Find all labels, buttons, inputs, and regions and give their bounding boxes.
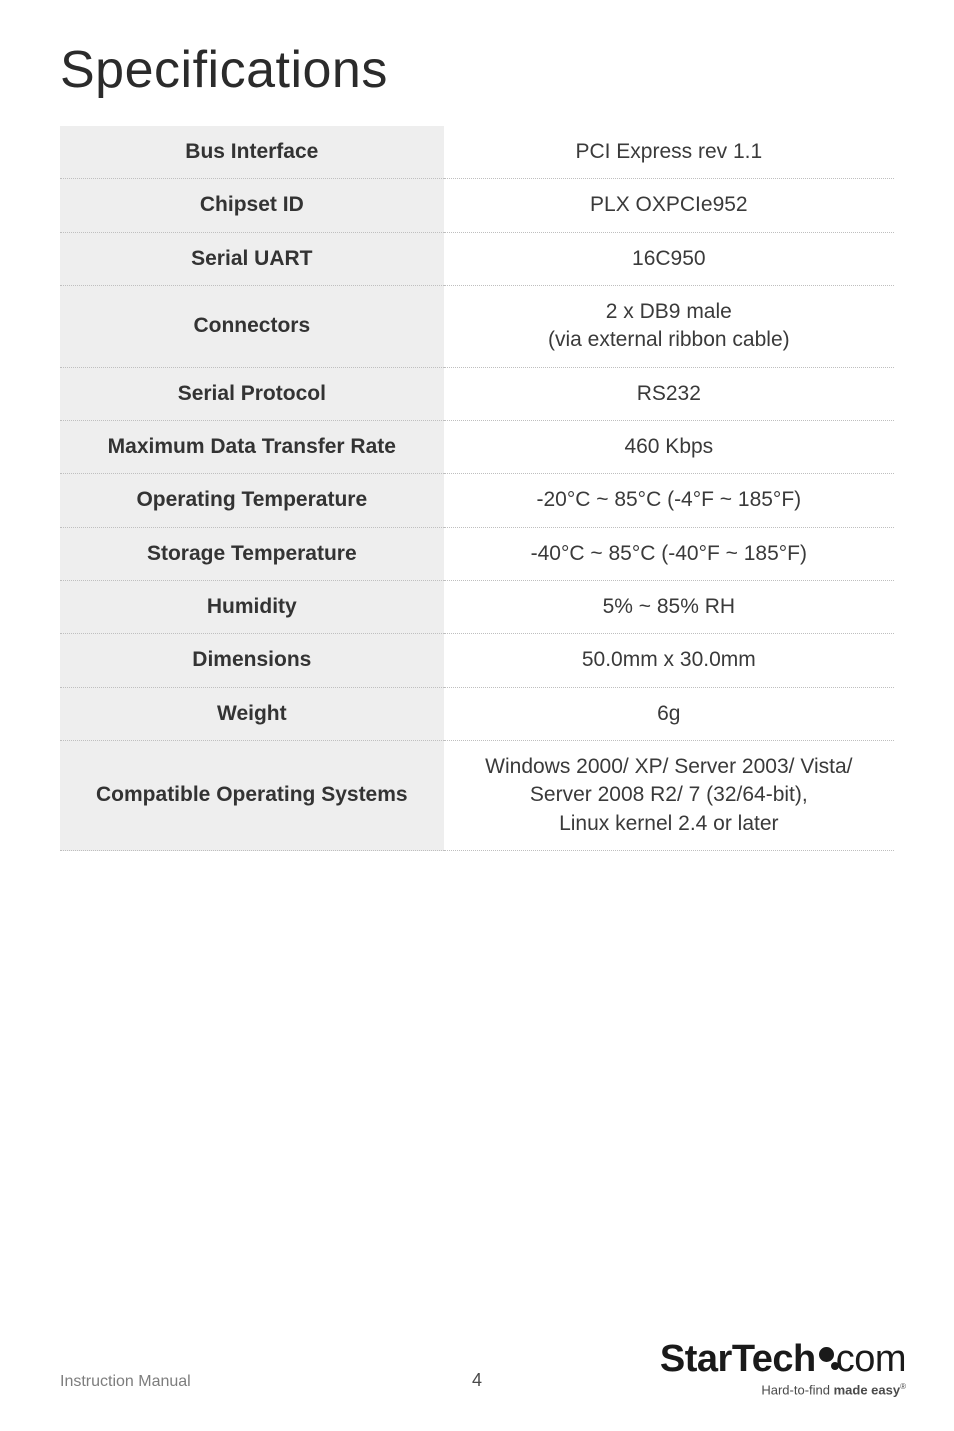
brand-logo: StarTech com Hard-to-find made easy® (660, 1340, 906, 1397)
spec-label: Chipset ID (60, 179, 444, 232)
table-row: Weight6g (60, 687, 894, 740)
spec-label: Operating Temperature (60, 474, 444, 527)
spec-label: Bus Interface (60, 126, 444, 179)
spec-label: Weight (60, 687, 444, 740)
spec-value: PLX OXPCIe952 (444, 179, 894, 232)
logo-suffix: com (836, 1338, 906, 1380)
tagline-prefix: Hard-to-find (761, 1382, 833, 1397)
spec-value: PCI Express rev 1.1 (444, 126, 894, 179)
table-row: Maximum Data Transfer Rate460 Kbps (60, 421, 894, 474)
spec-value: 460 Kbps (444, 421, 894, 474)
page-title: Specifications (60, 40, 894, 100)
tagline-reg: ® (900, 1382, 906, 1391)
spec-value: Windows 2000/ XP/ Server 2003/ Vista/Ser… (444, 741, 894, 851)
page: Specifications Bus InterfacePCI Express … (0, 0, 954, 1431)
spec-label: Humidity (60, 581, 444, 634)
spec-value: 16C950 (444, 232, 894, 285)
tagline-bold: made easy (834, 1382, 901, 1397)
table-row: Serial UART16C950 (60, 232, 894, 285)
logo-text: StarTech com (660, 1340, 906, 1378)
table-row: Connectors2 x DB9 male(via external ribb… (60, 286, 894, 368)
table-row: Humidity5% ~ 85% RH (60, 581, 894, 634)
logo-tagline: Hard-to-find made easy® (660, 1382, 906, 1397)
footer: Instruction Manual 4 StarTechcom Hard-to… (0, 1327, 954, 1397)
spec-value: 2 x DB9 male(via external ribbon cable) (444, 286, 894, 368)
logo-main: StarTech (660, 1338, 816, 1380)
spec-label: Maximum Data Transfer Rate (60, 421, 444, 474)
table-row: Storage Temperature-40°C ~ 85°C (-40°F ~… (60, 527, 894, 580)
spec-label: Compatible Operating Systems (60, 741, 444, 851)
spec-value: -40°C ~ 85°C (-40°F ~ 185°F) (444, 527, 894, 580)
spec-label: Serial Protocol (60, 367, 444, 420)
spec-value: 6g (444, 687, 894, 740)
spec-value: 50.0mm x 30.0mm (444, 634, 894, 687)
table-row: Operating Temperature-20°C ~ 85°C (-4°F … (60, 474, 894, 527)
spec-table: Bus InterfacePCI Express rev 1.1 Chipset… (60, 126, 894, 851)
spec-label: Serial UART (60, 232, 444, 285)
table-row: Chipset IDPLX OXPCIe952 (60, 179, 894, 232)
spec-table-body: Bus InterfacePCI Express rev 1.1 Chipset… (60, 126, 894, 851)
spec-value: RS232 (444, 367, 894, 420)
table-row: Bus InterfacePCI Express rev 1.1 (60, 126, 894, 179)
spec-label: Storage Temperature (60, 527, 444, 580)
spec-value: 5% ~ 85% RH (444, 581, 894, 634)
logo-dot-icon (816, 1347, 842, 1373)
spec-value: -20°C ~ 85°C (-4°F ~ 185°F) (444, 474, 894, 527)
table-row: Serial ProtocolRS232 (60, 367, 894, 420)
table-row: Dimensions50.0mm x 30.0mm (60, 634, 894, 687)
spec-label: Dimensions (60, 634, 444, 687)
table-row: Compatible Operating SystemsWindows 2000… (60, 741, 894, 851)
spec-label: Connectors (60, 286, 444, 368)
